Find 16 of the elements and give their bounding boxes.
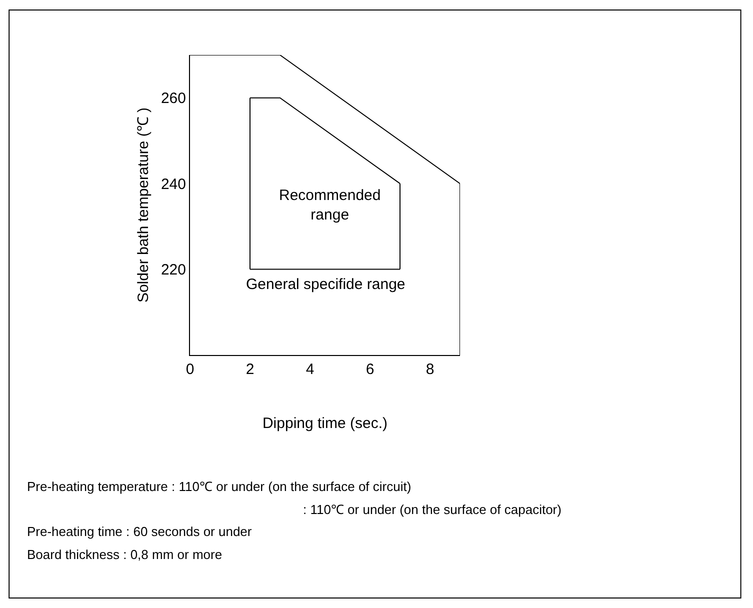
x-tick-label: 6: [366, 361, 374, 378]
y-tick-label: 240: [160, 176, 186, 193]
y-tick-label: 220: [160, 262, 186, 279]
x-axis-title: Dipping time (sec.): [262, 415, 388, 432]
x-tick-label: 4: [306, 361, 314, 378]
y-tick-label: 260: [160, 90, 186, 108]
text: : 110℃ or under (on the surface of capacitor): [303, 502, 562, 517]
x-tick-label: 8: [426, 361, 434, 378]
text: Pre-heating temperature : 110℃ or under (on the surface of circuit): [27, 479, 412, 494]
y-axis-title: Solder bath temperature (℃ ): [135, 107, 152, 303]
annotation: General specifide range: [246, 276, 406, 293]
text: Board thickness : 0,8 mm or more: [27, 547, 222, 562]
text: Pre-heating time : 60 seconds or under: [27, 524, 252, 539]
x-tick-label: 0: [186, 361, 194, 378]
annotation: Recommended range: [279, 187, 381, 224]
x-tick-label: 2: [246, 361, 254, 378]
